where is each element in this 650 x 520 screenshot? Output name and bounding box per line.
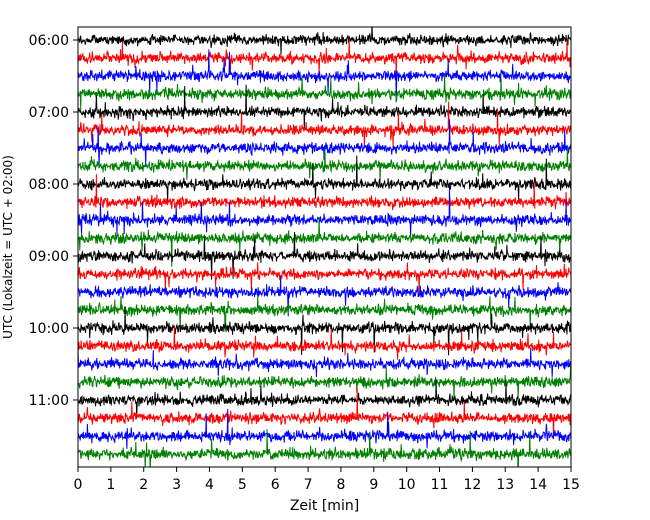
x-tick-label-9: 9	[369, 477, 378, 493]
x-tick-label-4: 4	[205, 477, 214, 493]
trace-23	[78, 429, 571, 467]
x-tick-label-5: 5	[238, 477, 247, 493]
trace-15	[78, 296, 571, 332]
y-tick-label-3: 09:00	[29, 249, 69, 265]
y-axis-label: UTC (Lokalzeit = UTC + 02:00)	[1, 155, 15, 339]
y-tick-label-1: 07:00	[29, 105, 69, 121]
y-tick-label-5: 11:00	[29, 393, 69, 409]
trace-5	[78, 101, 571, 149]
trace-20	[78, 379, 571, 419]
trace-9	[78, 174, 571, 211]
plot-frame	[77, 26, 572, 468]
x-tick-label-10: 10	[398, 477, 416, 493]
x-tick-label-0: 0	[74, 477, 83, 493]
x-axis: 0 1 2 3 4 5 6 7 8 9 10 11 12 13 14 15	[74, 467, 580, 493]
trace-group	[78, 27, 571, 467]
trace-16	[78, 307, 571, 356]
y-tick-label-2: 08:00	[29, 177, 69, 193]
trace-0	[78, 27, 571, 55]
x-tick-label-12: 12	[463, 477, 481, 493]
trace-7	[78, 146, 571, 184]
trace-4	[78, 84, 571, 129]
x-tick-label-11: 11	[431, 477, 449, 493]
trace-10	[78, 185, 571, 237]
trace-17	[78, 325, 571, 360]
trace-13	[78, 262, 571, 296]
y-tick-label-0: 06:00	[29, 33, 69, 49]
trace-11	[78, 217, 571, 267]
trace-22	[78, 408, 571, 449]
x-tick-label-1: 1	[106, 477, 115, 493]
x-tick-label-7: 7	[304, 477, 313, 493]
trace-18	[78, 347, 571, 378]
x-tick-label-2: 2	[139, 477, 148, 493]
trace-12	[78, 231, 571, 280]
y-tick-label-4: 10:00	[29, 321, 69, 337]
trace-21	[78, 386, 571, 440]
x-tick-label-15: 15	[562, 477, 580, 493]
x-tick-label-8: 8	[336, 477, 345, 493]
trace-3	[78, 74, 571, 111]
trace-8	[78, 155, 571, 205]
trace-2	[78, 49, 571, 103]
x-tick-label-3: 3	[172, 477, 181, 493]
trace-6	[78, 119, 571, 169]
y-axis: 06:00 07:00 08:00 09:00 10:00 11:00	[29, 33, 78, 409]
trace-1	[78, 38, 571, 78]
x-tick-label-13: 13	[496, 477, 514, 493]
trace-14	[78, 276, 571, 317]
x-tick-label-6: 6	[271, 477, 280, 493]
trace-19	[78, 365, 571, 401]
x-axis-label: Zeit [min]	[290, 498, 359, 514]
x-tick-label-14: 14	[529, 477, 547, 493]
